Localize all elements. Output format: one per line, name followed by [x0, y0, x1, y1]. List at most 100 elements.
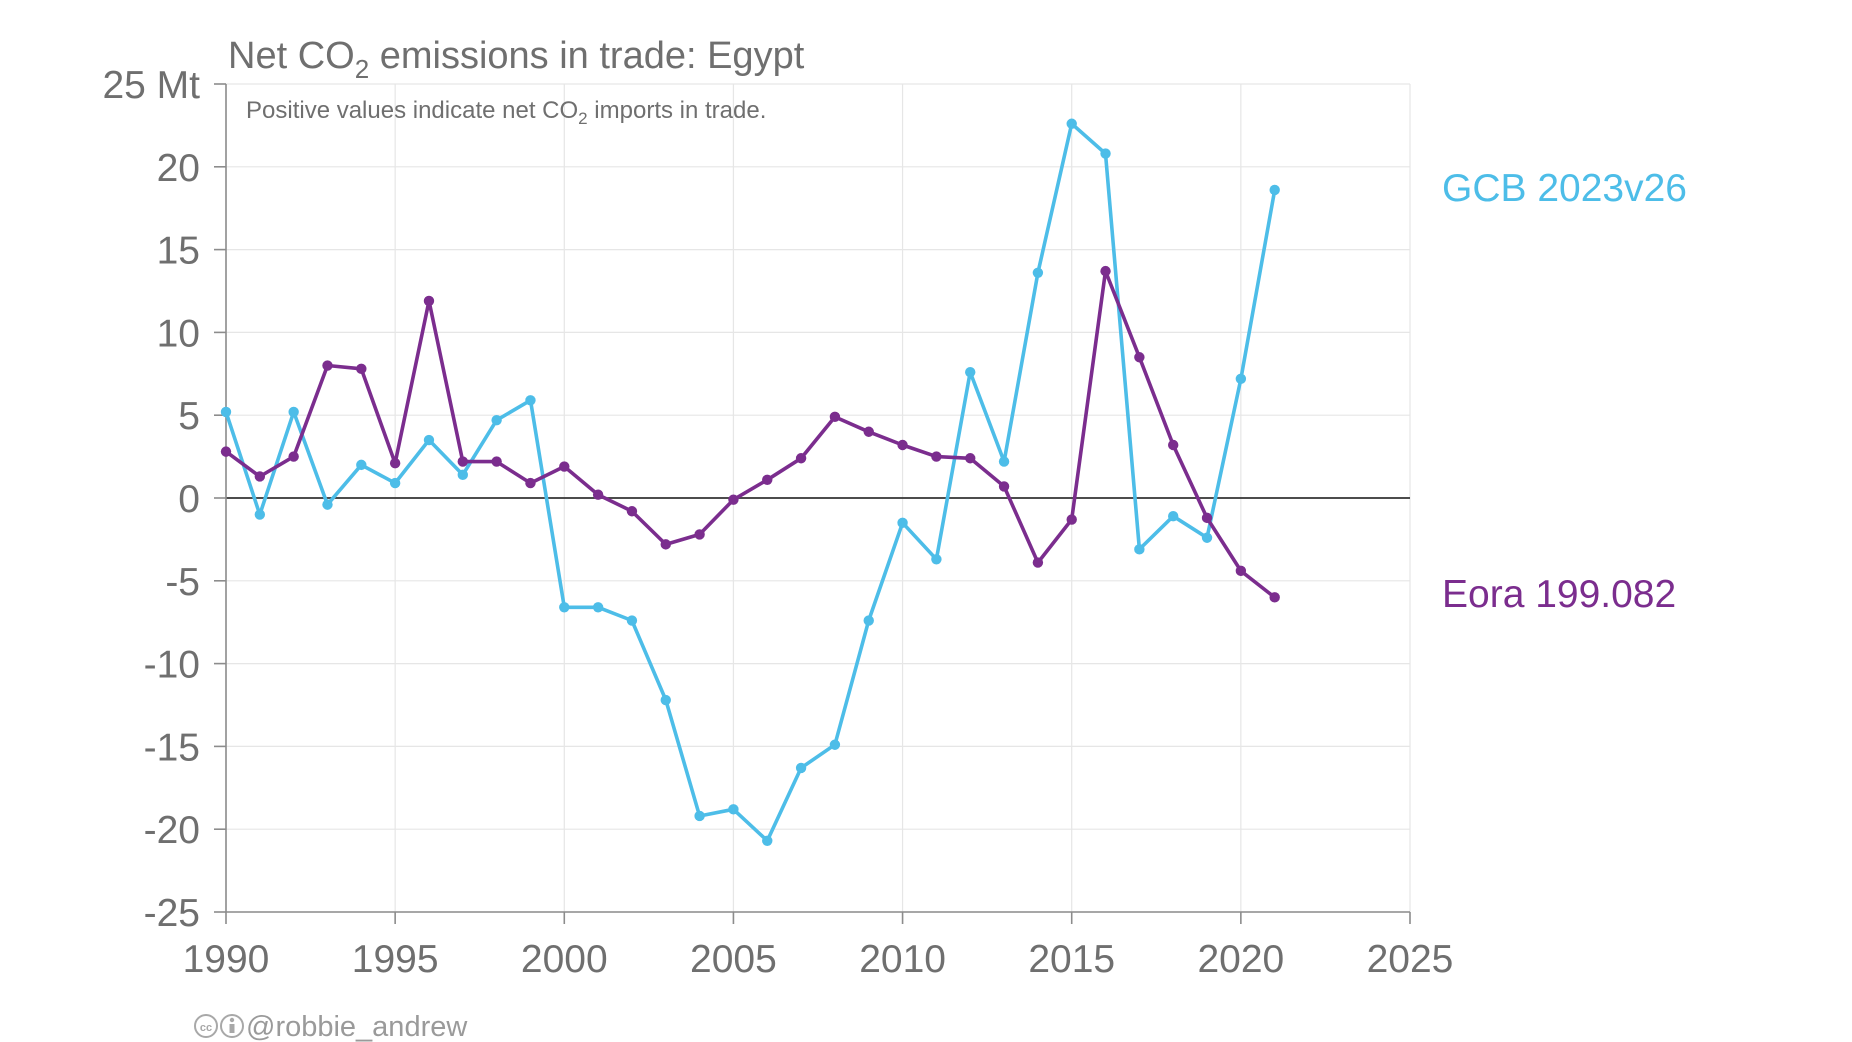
data-point — [762, 835, 773, 846]
data-point — [1269, 184, 1280, 196]
data-point — [389, 458, 401, 469]
x-tick-label: 2020 — [1197, 938, 1284, 981]
y-tick-label: 0 — [178, 478, 200, 521]
data-point — [1100, 265, 1111, 277]
data-point — [1235, 565, 1247, 577]
data-point — [931, 451, 942, 462]
data-point — [998, 456, 1010, 467]
x-tick-label: 1995 — [352, 938, 439, 981]
y-tick-label: -15 — [144, 726, 200, 769]
data-point — [1235, 373, 1247, 384]
credit: cc @robbie_andrew — [194, 1011, 468, 1042]
data-point — [660, 539, 671, 550]
y-tick-label: 5 — [178, 395, 200, 438]
tick-labels: -25 -20 -15 -10 -5 0 5 10 15 20 25 Mt 1990 1995 2000 2… — [102, 64, 1453, 981]
data-point — [389, 477, 401, 489]
data-point — [795, 453, 807, 464]
x-tick-label: 1990 — [183, 938, 270, 981]
axes — [214, 83, 1411, 924]
y-tick-label: 25 Mt — [102, 64, 200, 107]
data-point — [592, 489, 604, 500]
data-point — [829, 739, 841, 750]
data-point — [559, 602, 570, 613]
series-label-gcb: GCB 2023v26 — [1442, 167, 1687, 210]
data-point — [1168, 511, 1179, 522]
y-tick-label: 20 — [157, 147, 200, 190]
data-point — [626, 506, 638, 517]
data-point — [356, 363, 367, 375]
data-point — [660, 694, 671, 706]
data-point — [356, 459, 367, 471]
data-point — [626, 615, 638, 626]
data-point — [322, 360, 333, 371]
chart-subtitle: Positive values indicate net CO2 imports… — [246, 97, 766, 128]
data-point — [288, 406, 299, 418]
y-tick-label: -10 — [144, 644, 200, 687]
data-point — [728, 494, 739, 505]
data-point — [1066, 118, 1077, 129]
data-point — [457, 456, 468, 467]
series-gcb — [220, 118, 1280, 846]
data-point — [1269, 592, 1280, 603]
y-tick-label: -5 — [165, 561, 200, 604]
x-tick-label: 2015 — [1028, 938, 1115, 981]
data-point — [288, 451, 299, 462]
data-point — [795, 762, 807, 774]
data-point — [1032, 267, 1044, 278]
attribution-icon — [220, 1014, 244, 1038]
data-point — [525, 395, 536, 406]
data-point — [1066, 514, 1077, 525]
data-point — [457, 469, 468, 481]
data-point — [863, 615, 874, 626]
y-tick-label: 10 — [157, 312, 200, 355]
svg-text:cc: cc — [200, 1022, 212, 1034]
data-point — [897, 439, 908, 451]
data-point — [1168, 439, 1179, 451]
data-point — [322, 499, 333, 510]
chart-title: Net CO2 emissions in trade: Egypt — [228, 35, 805, 84]
data-point — [592, 602, 604, 613]
data-point — [525, 477, 536, 489]
data-point — [559, 461, 570, 472]
x-tick-label: 2005 — [690, 938, 777, 981]
data-point — [1134, 352, 1145, 363]
series-line — [224, 121, 1277, 843]
data-point — [694, 529, 705, 540]
data-point — [931, 554, 942, 565]
y-tick-label: -20 — [144, 809, 200, 852]
data-point — [897, 517, 908, 529]
creative-commons-icon: cc — [194, 1014, 218, 1038]
data-point — [1100, 148, 1111, 159]
x-tick-label: 2025 — [1367, 938, 1454, 981]
data-point — [694, 810, 705, 822]
data-point — [998, 481, 1010, 492]
data-point — [491, 456, 502, 467]
data-point — [863, 426, 874, 437]
data-point — [829, 411, 841, 423]
series-label-eora: Eora 199.082 — [1442, 573, 1676, 616]
data-point — [965, 453, 976, 464]
y-tick-label: -25 — [144, 892, 200, 935]
data-point — [1201, 512, 1213, 524]
x-tick-label: 2010 — [859, 938, 946, 981]
data-point — [1032, 557, 1044, 568]
data-point — [762, 474, 773, 485]
x-tick-label: 2000 — [521, 938, 608, 981]
series-line — [224, 269, 1276, 599]
credit-handle: @robbie_andrew — [246, 1011, 468, 1042]
data-point — [220, 406, 232, 418]
data-point — [423, 434, 435, 446]
data-point — [254, 509, 266, 520]
data-point — [491, 414, 502, 426]
data-point — [220, 446, 232, 457]
data-point — [728, 804, 739, 815]
data-point — [1201, 532, 1213, 543]
data-point — [965, 366, 976, 378]
series-eora — [220, 265, 1280, 603]
data-point — [1134, 544, 1145, 555]
data-point — [423, 295, 435, 307]
y-tick-label: 15 — [157, 230, 200, 273]
series — [220, 118, 1280, 846]
data-point — [254, 471, 266, 482]
